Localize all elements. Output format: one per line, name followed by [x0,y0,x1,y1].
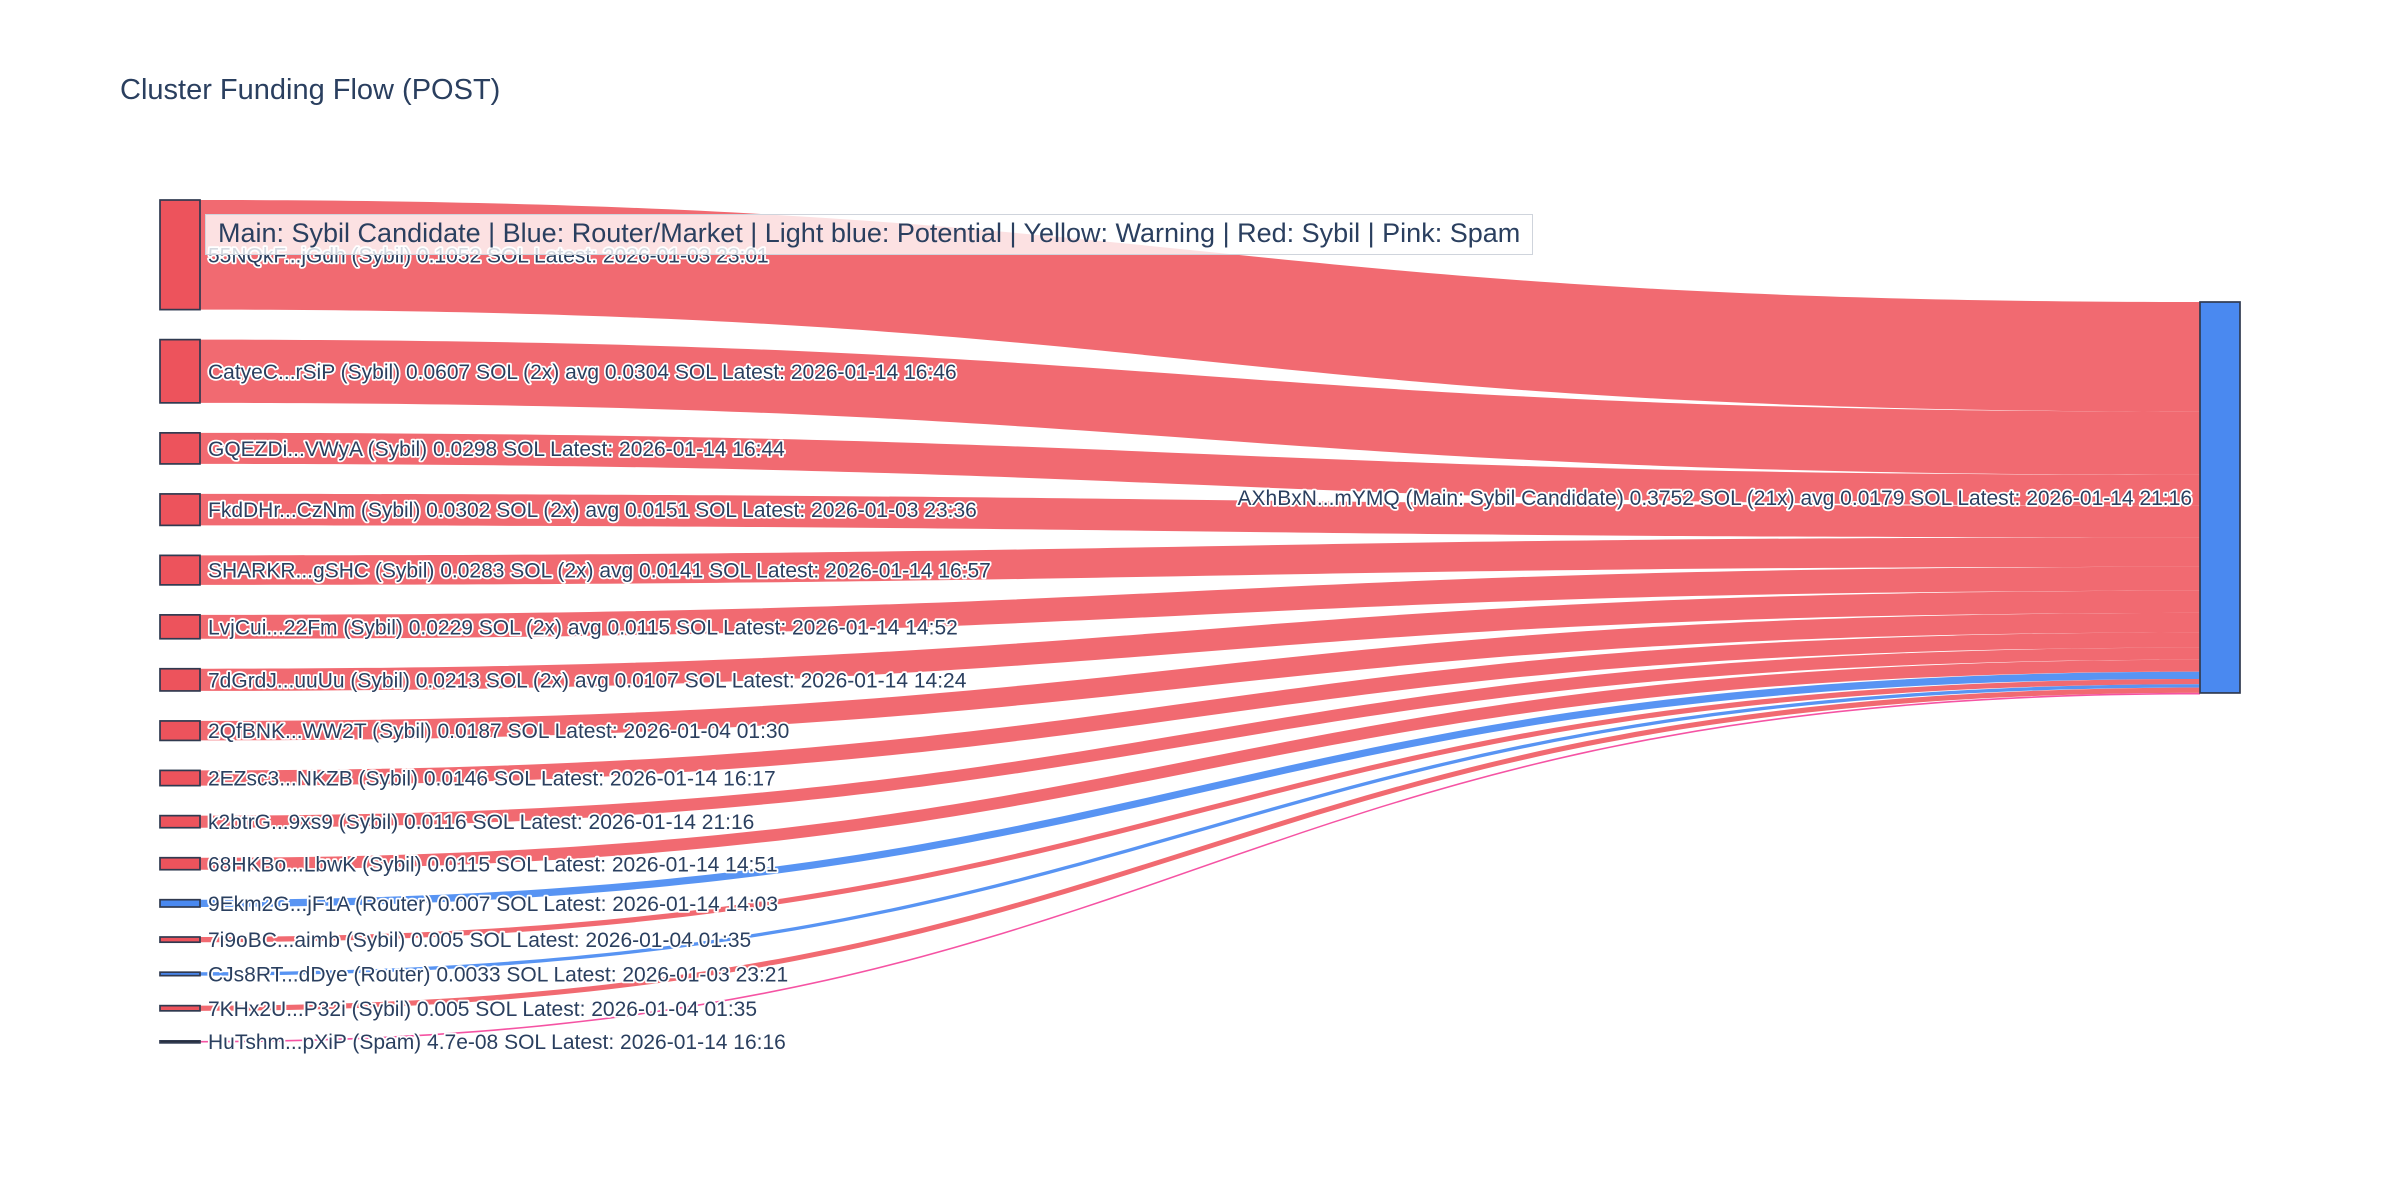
sankey-link-FkdDHr...CzNm[interactable] [200,493,2200,538]
sankey-link-SHARKR...gSHC[interactable] [200,537,2200,585]
node-label-CJs8RT...dDye: CJs8RT...dDye (Router) 0.0033 SOL Latest… [208,963,788,986]
node-label-2EZsc3...NKZB: 2EZsc3...NKZB (Sybil) 0.0146 SOL Latest:… [208,768,776,791]
node-label-GQEZDi...VWyA: GQEZDi...VWyA (Sybil) 0.0298 SOL Latest:… [208,438,785,461]
sankey-node-k2btrG...9xs9[interactable] [159,814,201,829]
sankey-link-2EZsc3...NKZB[interactable] [200,632,2200,786]
node-label-7KHx2U...P32i: 7KHx2U...P32i (Sybil) 0.005 SOL Latest: … [208,998,757,1021]
sankey-nodes [159,199,2241,1044]
node-label-AXhBxN...mYMQ: AXhBxN...mYMQ (Main: Sybil Candidate) 0.… [1238,487,2192,510]
node-label-68HKBo...LbwK: 68HKBo...LbwK (Sybil) 0.0115 SOL Latest:… [208,853,778,876]
sankey-node-2EZsc3...NKZB[interactable] [159,769,201,787]
sankey-link-LvjCui...22Fm[interactable] [200,566,2200,639]
sankey-link-7KHx2U...P32i[interactable] [200,687,2200,1011]
sankey-node-labels: 55NQkF...jGdh (Sybil) 0.1052 SOL Latest:… [206,243,2194,1056]
sankey-link-CJs8RT...dDye[interactable] [200,684,2200,976]
sankey-node-CJs8RT...dDye[interactable] [159,971,201,977]
sankey-node-GQEZDi...VWyA[interactable] [159,432,201,465]
sankey-link-7dGrdJ...uuUu[interactable] [200,590,2200,691]
sankey-node-68HKBo...LbwK[interactable] [159,856,201,871]
sankey-link-68HKBo...LbwK[interactable] [200,659,2200,870]
node-label-7i9oBC...aimb: 7i9oBC...aimb (Sybil) 0.005 SOL Latest: … [208,929,751,952]
sankey-node-2QfBNK...WW2T[interactable] [159,720,201,742]
sankey-node-9Ekm2G...jF1A[interactable] [159,898,201,908]
sankey-node-7dGrdJ...uuUu[interactable] [159,667,201,692]
node-label-2QfBNK...WW2T: 2QfBNK...WW2T (Sybil) 0.0187 SOL Latest:… [208,720,789,743]
color-legend-annotation: Main: Sybil Candidate | Blue: Router/Mar… [205,214,1534,255]
sankey-node-7i9oBC...aimb[interactable] [159,936,201,944]
node-label-LvjCui...22Fm: LvjCui...22Fm (Sybil) 0.0229 SOL (2x) av… [208,616,958,639]
node-label-CatyeC...rSiP: CatyeC...rSiP (Sybil) 0.0607 SOL (2x) av… [208,361,957,384]
sankey-links [200,200,2200,1043]
sankey-node-7KHx2U...P32i[interactable] [159,1004,201,1012]
node-label-HuTshm...pXiP: HuTshm...pXiP (Spam) 4.7e-08 SOL Latest:… [208,1031,786,1054]
sankey-node-SHARKR...gSHC[interactable] [159,554,201,586]
sankey-node-LvjCui...22Fm[interactable] [159,614,201,640]
sankey-node-55NQkF...jGdh[interactable] [159,199,201,311]
node-label-7dGrdJ...uuUu: 7dGrdJ...uuUu (Sybil) 0.0213 SOL (2x) av… [208,669,967,692]
node-label-SHARKR...gSHC: SHARKR...gSHC (Sybil) 0.0283 SOL (2x) av… [208,560,991,583]
chart-title: Cluster Funding Flow (POST) [120,74,501,106]
node-label-k2btrG...9xs9: k2btrG...9xs9 (Sybil) 0.0116 SOL Latest:… [208,811,754,834]
sankey-link-2QfBNK...WW2T[interactable] [200,612,2200,741]
sankey-node-AXhBxN...mYMQ[interactable] [2199,301,2241,694]
sankey-node-FkdDHr...CzNm[interactable] [159,493,201,527]
sankey-node-CatyeC...rSiP[interactable] [159,338,201,404]
sankey-node-HuTshm...pXiP[interactable] [159,1040,201,1044]
node-label-9Ekm2G...jF1A: 9Ekm2G...jF1A (Router) 0.007 SOL Latest:… [208,893,778,916]
sankey-link-HuTshm...pXiP[interactable] [200,692,2200,1043]
sankey-link-9Ekm2G...jF1A[interactable] [200,671,2200,907]
node-label-FkdDHr...CzNm: FkdDHr...CzNm (Sybil) 0.0302 SOL (2x) av… [208,499,977,522]
sankey-link-k2btrG...9xs9[interactable] [200,647,2200,828]
sankey-link-GQEZDi...VWyA[interactable] [200,432,2200,506]
sankey-link-7i9oBC...aimb[interactable] [200,678,2200,943]
sankey-link-CatyeC...rSiP[interactable] [200,339,2200,475]
